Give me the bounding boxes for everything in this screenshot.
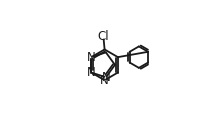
Text: N: N (101, 71, 110, 84)
Text: N: N (86, 66, 95, 79)
Text: N: N (100, 74, 109, 87)
Text: Cl: Cl (97, 30, 109, 43)
Text: N: N (86, 51, 95, 64)
